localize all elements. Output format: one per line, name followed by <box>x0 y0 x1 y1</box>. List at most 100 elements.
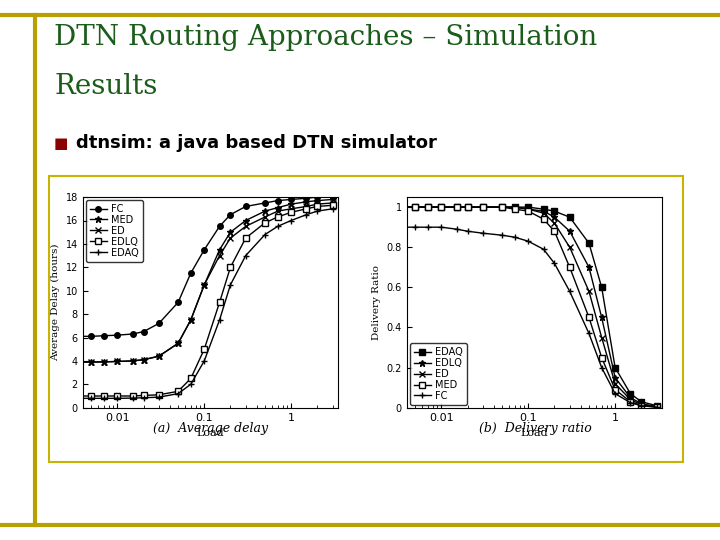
Line: EDLQ: EDLQ <box>392 204 660 410</box>
EDLQ <box>539 208 548 214</box>
MED <box>139 356 148 363</box>
EDAQ <box>302 212 311 218</box>
EDAQ <box>328 206 337 212</box>
FC <box>128 330 137 337</box>
EDLQ <box>565 228 574 234</box>
MED <box>186 316 195 323</box>
Line: FC: FC <box>392 224 660 410</box>
ED <box>328 200 337 206</box>
ED <box>479 204 487 211</box>
EDAQ <box>565 214 574 220</box>
Y-axis label: Average Delay (hours): Average Delay (hours) <box>51 244 60 361</box>
MED <box>302 199 311 205</box>
MED <box>128 357 137 364</box>
EDAQ <box>313 208 322 214</box>
Text: ■: ■ <box>54 136 68 151</box>
EDAQ <box>510 204 519 211</box>
FC <box>113 332 122 339</box>
MED <box>463 204 472 211</box>
EDAQ <box>585 240 593 246</box>
ED <box>626 396 635 403</box>
MED <box>392 204 400 211</box>
EDAQ <box>186 381 195 388</box>
ED <box>200 282 209 288</box>
ED <box>611 380 619 387</box>
FC <box>565 288 574 295</box>
EDAQ <box>498 204 506 211</box>
Line: ED: ED <box>393 204 660 409</box>
FC <box>274 198 282 204</box>
Y-axis label: Delivery Ratio: Delivery Ratio <box>372 265 381 340</box>
EDLQ <box>113 393 122 399</box>
ED <box>598 334 606 341</box>
FC <box>524 238 533 245</box>
EDLQ <box>423 204 432 211</box>
EDLQ <box>128 393 137 399</box>
EDLQ <box>200 346 209 353</box>
MED <box>87 359 96 365</box>
Line: MED: MED <box>393 204 660 410</box>
MED <box>113 358 122 365</box>
EDLQ <box>226 264 235 271</box>
FC <box>498 232 506 239</box>
FC <box>437 224 446 231</box>
FC <box>479 230 487 237</box>
ED <box>510 204 519 211</box>
FC <box>423 224 432 231</box>
EDLQ <box>174 388 182 395</box>
EDAQ <box>598 284 606 291</box>
Text: (b)  Delivery ratio: (b) Delivery ratio <box>479 422 591 435</box>
MED <box>174 340 182 347</box>
FC <box>585 330 593 337</box>
FC <box>550 260 559 267</box>
Text: dtnsim: a java based DTN simulator: dtnsim: a java based DTN simulator <box>76 134 436 152</box>
ED <box>585 288 593 295</box>
FC <box>539 246 548 253</box>
FC <box>302 195 311 201</box>
MED <box>241 217 250 224</box>
FC <box>652 404 661 410</box>
EDLQ <box>302 206 311 212</box>
FC <box>68 333 76 340</box>
MED <box>598 354 606 361</box>
EDLQ <box>241 235 250 241</box>
Legend: EDAQ, EDLQ, ED, MED, FC: EDAQ, EDLQ, ED, MED, FC <box>410 343 467 405</box>
EDAQ <box>392 204 400 211</box>
MED <box>274 204 282 211</box>
EDLQ <box>411 204 420 211</box>
MED <box>452 204 461 211</box>
FC <box>99 333 108 339</box>
ED <box>261 214 269 220</box>
EDAQ <box>437 204 446 211</box>
X-axis label: Load: Load <box>521 428 549 438</box>
ED <box>652 403 661 410</box>
EDAQ <box>139 395 148 401</box>
FC <box>174 299 182 306</box>
ED <box>87 359 96 365</box>
EDLQ <box>186 375 195 382</box>
FC <box>392 224 400 231</box>
MED <box>287 201 295 207</box>
ED <box>241 223 250 230</box>
EDLQ <box>498 204 506 211</box>
ED <box>68 359 76 365</box>
ED <box>498 204 506 211</box>
EDLQ <box>155 392 163 398</box>
EDAQ <box>241 252 250 259</box>
Line: FC: FC <box>69 194 336 339</box>
ED <box>155 353 163 360</box>
Line: EDLQ: EDLQ <box>69 202 336 399</box>
ED <box>411 204 420 211</box>
EDLQ <box>479 204 487 211</box>
ED <box>128 357 137 364</box>
FC <box>328 194 337 200</box>
EDLQ <box>437 204 446 211</box>
EDLQ <box>510 204 519 211</box>
MED <box>99 359 108 365</box>
MED <box>437 204 446 211</box>
MED <box>652 404 661 410</box>
Legend: FC, MED, ED, EDLQ, EDAQ: FC, MED, ED, EDLQ, EDAQ <box>86 200 143 262</box>
FC <box>139 328 148 335</box>
EDLQ <box>585 264 593 271</box>
EDAQ <box>261 231 269 238</box>
